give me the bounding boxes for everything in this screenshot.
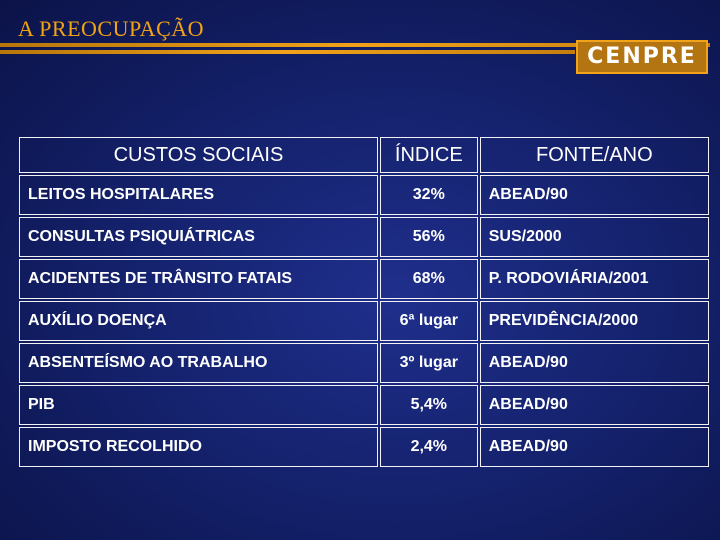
table-row: ACIDENTES DE TRÂNSITO FATAIS 68% P. RODO… (19, 259, 709, 299)
cell-fonte: ABEAD/90 (479, 343, 709, 383)
cell-fonte: PREVIDÊNCIA/2000 (479, 301, 709, 341)
cell-custo: ACIDENTES DE TRÂNSITO FATAIS (19, 259, 378, 299)
social-costs-table: CUSTOS SOCIAIS ÍNDICE FONTE/ANO LEITOS H… (17, 135, 711, 469)
cell-custo: CONSULTAS PSIQUIÁTRICAS (19, 217, 378, 257)
cell-indice: 56% (379, 217, 478, 257)
cell-custo: AUXÍLIO DOENÇA (19, 301, 378, 341)
cell-indice: 32% (379, 175, 478, 215)
cell-indice: 2,4% (379, 427, 478, 467)
header-custos-sociais: CUSTOS SOCIAIS (19, 137, 378, 173)
title-underline-bottom (0, 50, 575, 54)
table-row: PIB 5,4% ABEAD/90 (19, 385, 709, 425)
cell-fonte: ABEAD/90 (479, 175, 709, 215)
table-row: AUXÍLIO DOENÇA 6ª lugar PREVIDÊNCIA/2000 (19, 301, 709, 341)
table-row: IMPOSTO RECOLHIDO 2,4% ABEAD/90 (19, 427, 709, 467)
title-underline-top (0, 43, 710, 47)
header-indice: ÍNDICE (379, 137, 478, 173)
table-row: ABSENTEÍSMO AO TRABALHO 3º lugar ABEAD/9… (19, 343, 709, 383)
slide-title: A PREOCUPAÇÃO (18, 16, 205, 41)
cell-custo: IMPOSTO RECOLHIDO (19, 427, 378, 467)
cell-custo: ABSENTEÍSMO AO TRABALHO (19, 343, 378, 383)
cell-fonte: ABEAD/90 (479, 385, 709, 425)
table-row: LEITOS HOSPITALARES 32% ABEAD/90 (19, 175, 709, 215)
cell-custo: PIB (19, 385, 378, 425)
cell-fonte: SUS/2000 (479, 217, 709, 257)
cell-fonte: P. RODOVIÁRIA/2001 (479, 259, 709, 299)
cell-fonte: ABEAD/90 (479, 427, 709, 467)
cell-indice: 68% (379, 259, 478, 299)
cell-indice: 6ª lugar (379, 301, 478, 341)
cell-indice: 3º lugar (379, 343, 478, 383)
cell-custo: LEITOS HOSPITALARES (19, 175, 378, 215)
table-row: CONSULTAS PSIQUIÁTRICAS 56% SUS/2000 (19, 217, 709, 257)
table-header-row: CUSTOS SOCIAIS ÍNDICE FONTE/ANO (19, 137, 709, 173)
cenpre-logo: CENPRE (576, 40, 708, 74)
logo-text: CENPRE (587, 44, 697, 69)
cell-indice: 5,4% (379, 385, 478, 425)
header-fonte-ano: FONTE/ANO (479, 137, 709, 173)
